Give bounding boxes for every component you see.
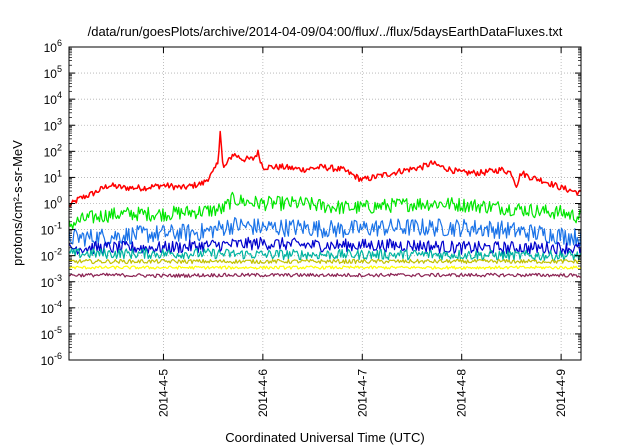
series-line-1 (68, 191, 582, 230)
y-tick-label: 10-3 (41, 273, 62, 290)
y-tick-label: 105 (44, 64, 62, 81)
y-tick-label: 102 (44, 142, 62, 159)
y-tick-label: 10-5 (41, 325, 62, 342)
series-line-5 (68, 258, 582, 265)
series-line-7 (68, 272, 582, 278)
y-tick-label: 104 (44, 90, 62, 107)
y-tick-label: 103 (44, 116, 62, 133)
series-line-0 (68, 130, 582, 208)
x-tick-label: 2014-4-5 (156, 369, 170, 417)
series-line-4 (68, 247, 582, 262)
y-axis-label: protons/cm²-s-sr-MeV (10, 140, 25, 266)
y-tick-label: 10-4 (41, 299, 62, 316)
y-tick-label: 10-1 (41, 221, 62, 238)
y-tick-label: 106 (44, 38, 62, 55)
x-tick-label: 2014-4-9 (554, 369, 568, 417)
y-tick-label: 10-2 (41, 247, 62, 264)
x-tick-label: 2014-4-6 (256, 369, 270, 417)
x-axis-label: Coordinated Universal Time (UTC) (225, 430, 424, 445)
x-axis-ticks: 2014-4-5 2014-4-6 2014-4-7 2014-4-8 2014-4-9 (156, 47, 568, 417)
y-tick-label: 100 (44, 195, 62, 212)
series-line-6 (68, 265, 582, 270)
y-axis-ticks: 10-6 10-5 10-4 10-3 10-2 10-1 100 101 102 103 104 1… (41, 38, 581, 368)
y-tick-label: 10-6 (41, 351, 62, 368)
series-line-2 (68, 217, 582, 247)
chart-title: /data/run/goesPlots/archive/2014-04-09/0… (88, 24, 563, 39)
x-tick-label: 2014-4-8 (455, 369, 469, 417)
series-layer (68, 130, 582, 278)
y-tick-label: 101 (44, 168, 62, 185)
x-tick-label: 2014-4-7 (355, 369, 369, 417)
grid (69, 47, 581, 360)
